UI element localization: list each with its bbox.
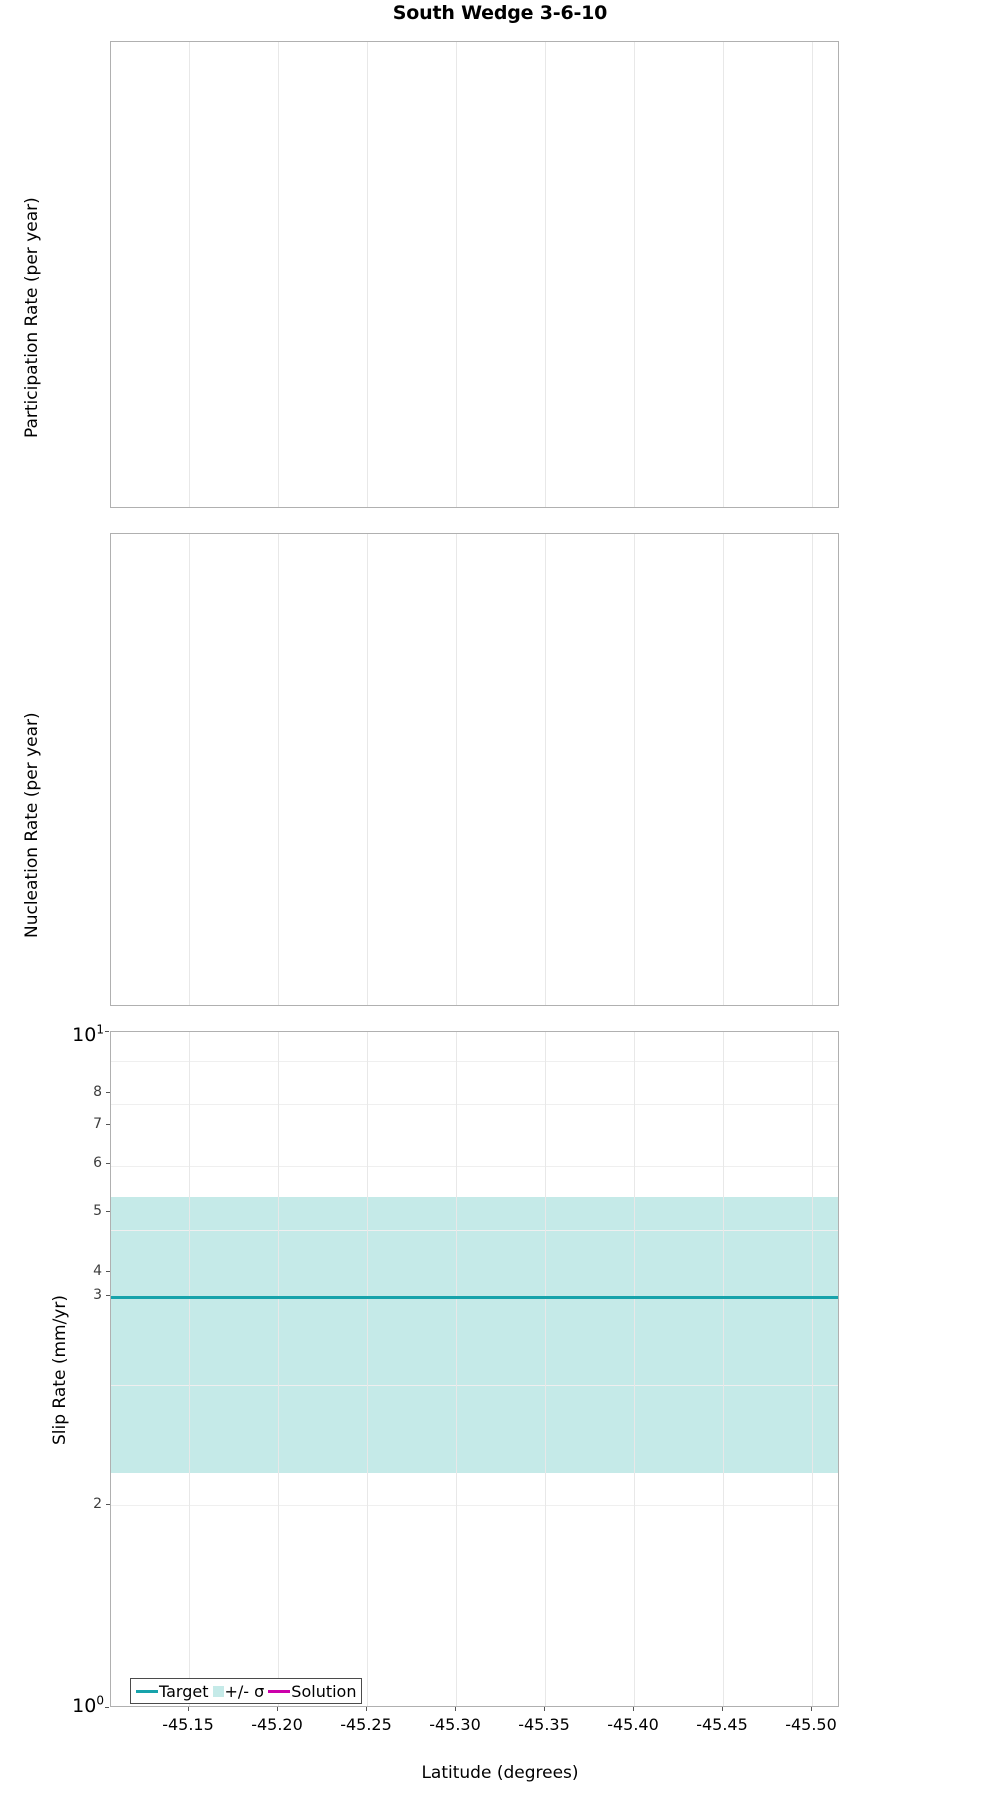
ytick-label-6: 6 <box>93 1155 102 1171</box>
xtick-label-6: -45.45 <box>696 1715 748 1734</box>
ytick-label-4: 4 <box>93 1263 102 1279</box>
legend-label-target: Target <box>159 1681 209 1701</box>
gridline-vertical <box>367 534 368 1005</box>
gridline-vertical <box>278 534 279 1005</box>
sigma-uncertainty-band <box>111 1197 838 1473</box>
gridline-vertical <box>367 1032 368 1706</box>
legend-label-sigma: +/- σ <box>224 1681 265 1701</box>
gridline-vertical <box>189 42 190 507</box>
ytickmark <box>106 1211 110 1212</box>
target-slip-rate-line <box>111 1296 838 1299</box>
gridline-horizontal <box>111 1104 838 1105</box>
ytick-label-10e0: 100 <box>72 1693 104 1717</box>
gridline-vertical <box>189 534 190 1005</box>
gridline-vertical <box>278 42 279 507</box>
ytickmark <box>106 1163 110 1164</box>
nucleation-rate-plot-area <box>110 533 839 1006</box>
gridline-vertical <box>278 1032 279 1706</box>
gridline-horizontal <box>111 1061 838 1062</box>
legend-entry-target: Target <box>134 1682 211 1701</box>
gridline-horizontal <box>111 1505 838 1506</box>
gridline-vertical <box>812 42 813 507</box>
ytickmark <box>105 1707 109 1708</box>
ytick-label-8: 8 <box>93 1084 102 1100</box>
ytick-label-10e1: 101 <box>72 1022 104 1046</box>
gridline-horizontal <box>111 1385 838 1386</box>
gridline-vertical <box>545 534 546 1005</box>
solution-line-swatch-icon <box>268 1689 291 1693</box>
xtick-label-1: -45.20 <box>251 1715 303 1734</box>
x-axis-label: Latitude (degrees) <box>421 1763 579 1783</box>
gridline-vertical <box>723 42 724 507</box>
gridline-vertical <box>545 1032 546 1706</box>
gridline-vertical <box>812 1032 813 1706</box>
xtickmark <box>722 1707 723 1711</box>
xtickmark <box>811 1707 812 1711</box>
gridline-vertical <box>367 42 368 507</box>
ytickmark <box>106 1124 110 1125</box>
xtickmark <box>633 1707 634 1711</box>
gridline-vertical <box>812 534 813 1005</box>
legend[interactable]: Target +/- σ Solution <box>130 1678 363 1704</box>
gridline-vertical <box>456 534 457 1005</box>
ytickmark <box>106 1092 110 1093</box>
slip-rate-plot-area: Target +/- σ Solution <box>110 1031 839 1707</box>
gridline-vertical <box>634 1032 635 1706</box>
ytickmark <box>106 1271 110 1272</box>
xtickmark <box>366 1707 367 1711</box>
gridline-vertical <box>456 42 457 507</box>
legend-label-solution: Solution <box>291 1681 357 1701</box>
gridline-vertical <box>723 1032 724 1706</box>
ytickmark <box>105 1031 109 1032</box>
gridline-horizontal <box>111 1166 838 1167</box>
participation-rate-plot-area <box>110 41 839 508</box>
xtick-label-7: -45.50 <box>785 1715 837 1734</box>
gridline-vertical <box>456 1032 457 1706</box>
xtickmark <box>188 1707 189 1711</box>
xtickmark <box>455 1707 456 1711</box>
xtick-label-5: -45.40 <box>607 1715 659 1734</box>
ytickmark <box>106 1504 110 1505</box>
xtick-label-2: -45.25 <box>340 1715 392 1734</box>
gridline-vertical <box>634 534 635 1005</box>
xtickmark <box>277 1707 278 1711</box>
gridline-vertical <box>634 42 635 507</box>
participation-rate-axis-label: Participation Rate (per year) <box>22 197 42 438</box>
legend-entry-solution: Solution <box>266 1682 358 1701</box>
ytickmark <box>106 1295 110 1296</box>
xtick-label-3: -45.30 <box>429 1715 481 1734</box>
figure-title: South Wedge 3-6-10 <box>392 2 608 24</box>
gridline-horizontal <box>111 1230 838 1231</box>
ytick-label-3: 3 <box>93 1287 102 1303</box>
ytick-label-2: 2 <box>93 1496 102 1512</box>
ytick-label-7: 7 <box>93 1116 102 1132</box>
ytick-label-5: 5 <box>93 1203 102 1219</box>
legend-entry-sigma: +/- σ <box>211 1682 267 1701</box>
nucleation-rate-axis-label: Nucleation Rate (per year) <box>22 712 42 938</box>
xtick-label-0: -45.15 <box>162 1715 214 1734</box>
slip-rate-axis-label: Slip Rate (mm/yr) <box>50 1295 70 1445</box>
gridline-vertical <box>545 42 546 507</box>
gridline-vertical <box>189 1032 190 1706</box>
xtickmark <box>544 1707 545 1711</box>
xtick-label-4: -45.35 <box>518 1715 570 1734</box>
gridline-vertical <box>723 534 724 1005</box>
target-line-swatch-icon <box>136 1689 158 1693</box>
sigma-band-swatch-icon <box>212 1685 224 1697</box>
